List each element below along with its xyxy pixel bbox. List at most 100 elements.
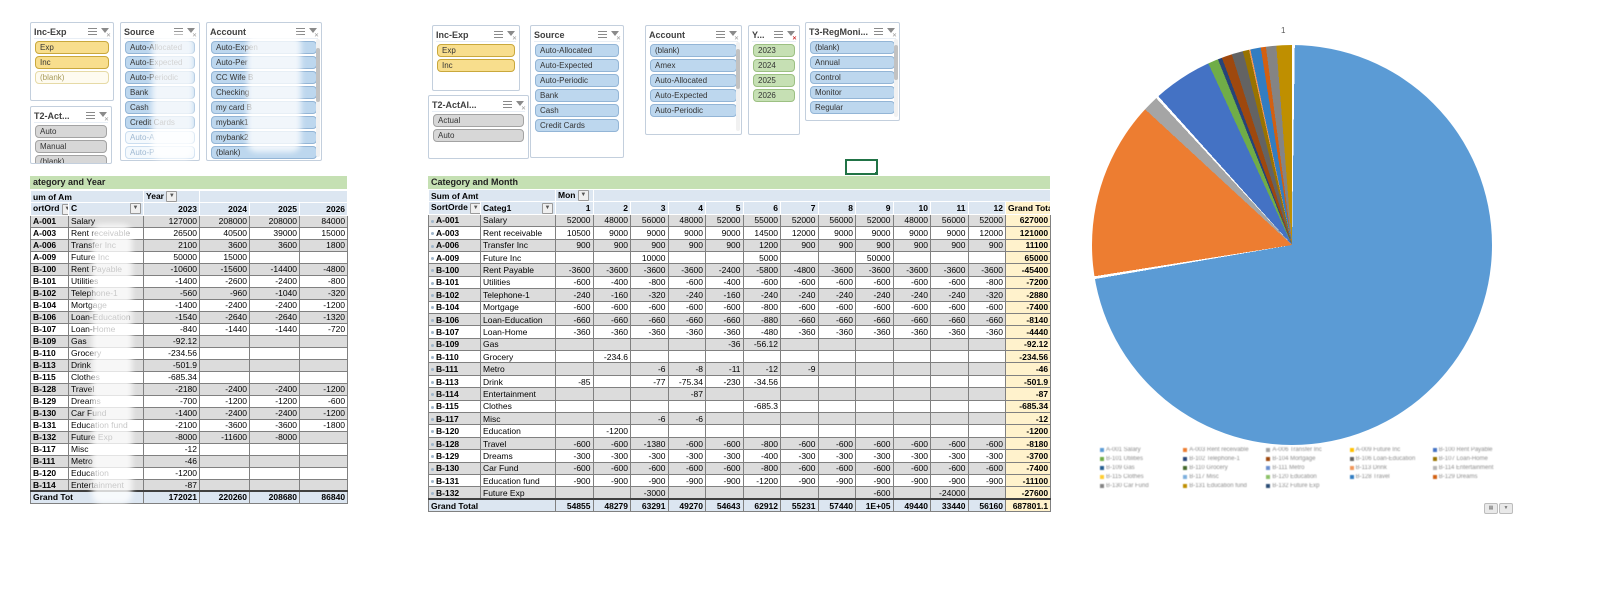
grand-total-value[interactable]: 49270 <box>667 498 707 513</box>
legend-item[interactable]: B-128 Travel <box>1349 474 1427 480</box>
value-cell[interactable]: -400 <box>742 449 782 463</box>
value-cell[interactable]: -240 <box>555 288 594 302</box>
value-cell[interactable] <box>855 412 894 426</box>
value-cell[interactable]: -685.34 <box>143 370 201 384</box>
value-cell[interactable]: 52000 <box>967 213 1007 228</box>
value-cell[interactable]: -800 <box>742 436 782 451</box>
value-cell[interactable] <box>249 442 301 456</box>
grand-total-cell[interactable]: -87 <box>1005 387 1052 401</box>
value-cell[interactable]: 52000 <box>705 213 744 228</box>
expand-icon[interactable] <box>431 380 434 384</box>
value-cell[interactable] <box>667 486 707 500</box>
value-cell[interactable]: -1200 <box>299 382 349 396</box>
value-cell[interactable]: -300 <box>892 449 932 463</box>
value-cell[interactable] <box>249 250 301 264</box>
value-cell[interactable] <box>299 442 349 456</box>
row-category[interactable]: Clothes <box>67 370 145 384</box>
grand-total-value[interactable]: 49440 <box>892 498 932 513</box>
value-cell[interactable]: 208000 <box>199 214 251 228</box>
grand-total-grand[interactable]: 687801.1 <box>1005 498 1052 513</box>
value-cell[interactable]: 900 <box>967 238 1007 252</box>
value-cell[interactable]: 900 <box>817 238 857 252</box>
value-cell[interactable]: -240 <box>930 288 969 302</box>
value-cell[interactable]: 10000 <box>630 250 669 265</box>
value-cell[interactable]: -2180 <box>143 382 201 396</box>
value-cell[interactable] <box>667 337 707 352</box>
value-cell[interactable]: -12 <box>742 362 782 376</box>
row-category[interactable]: Future Inc <box>479 250 557 265</box>
value-cell[interactable]: -3600 <box>817 263 857 277</box>
value-cell[interactable]: -4800 <box>299 262 349 276</box>
value-cell[interactable]: -900 <box>780 473 819 488</box>
value-cell[interactable] <box>817 350 857 364</box>
row-category[interactable]: Education fund <box>67 418 145 432</box>
slicer-item[interactable]: Auto-Expected <box>125 56 195 69</box>
column-header[interactable]: 2026 <box>299 202 349 216</box>
row-code[interactable]: B-101 <box>428 275 481 290</box>
slicer-item[interactable]: Auto-Expen <box>211 41 317 54</box>
slicer-item[interactable]: (blank) <box>35 155 107 163</box>
value-cell[interactable]: 900 <box>780 238 819 252</box>
value-cell[interactable] <box>299 358 349 372</box>
legend-item[interactable]: B-104 Mortgage <box>1266 456 1343 462</box>
value-cell[interactable] <box>930 412 969 426</box>
value-cell[interactable]: 3600 <box>249 238 301 252</box>
value-cell[interactable]: -600 <box>817 300 857 314</box>
row-category[interactable]: Loan-Education <box>67 310 145 324</box>
value-cell[interactable] <box>199 370 251 384</box>
value-cell[interactable]: -800 <box>967 275 1007 290</box>
value-cell[interactable]: -360 <box>555 325 594 339</box>
field-dropdown-icon[interactable]: ▼ <box>130 203 142 214</box>
row-field-1[interactable]: SortOrde ▼ <box>428 201 481 215</box>
expand-icon[interactable] <box>431 442 434 446</box>
row-code[interactable]: B-131 <box>428 473 481 488</box>
slicer-item[interactable]: Auto-Periodic <box>535 74 619 87</box>
value-cell[interactable]: -1400 <box>143 298 201 312</box>
value-cell[interactable] <box>705 412 744 426</box>
cell[interactable] <box>592 188 1052 203</box>
value-cell[interactable]: 1200 <box>742 238 782 252</box>
row-code[interactable]: B-115 <box>30 370 69 384</box>
row-code[interactable]: A-003 <box>428 226 481 240</box>
row-category[interactable]: Dreams <box>67 394 145 408</box>
column-header[interactable]: 9 <box>855 201 894 215</box>
legend-item[interactable]: B-130 Car Fund <box>1100 483 1177 489</box>
row-code[interactable]: B-111 <box>30 454 69 468</box>
value-cell[interactable] <box>892 399 932 414</box>
row-category[interactable]: Clothes <box>479 399 557 414</box>
field-dropdown-icon[interactable]: ▼ <box>542 202 554 214</box>
grand-total-value[interactable]: 220260 <box>199 490 251 504</box>
value-cell[interactable]: -2400 <box>249 382 301 396</box>
slicer-item[interactable]: Bank <box>535 89 619 102</box>
value-cell[interactable] <box>817 387 857 401</box>
value-cell[interactable] <box>930 374 969 389</box>
column-header[interactable]: 1 <box>555 201 594 215</box>
grand-total-cell[interactable]: -7400 <box>1005 300 1052 314</box>
value-cell[interactable]: -600 <box>742 275 782 290</box>
value-cell[interactable]: -720 <box>299 322 349 336</box>
value-cell[interactable]: -900 <box>817 473 857 488</box>
expand-icon[interactable] <box>431 430 434 434</box>
value-cell[interactable]: -600 <box>592 300 632 314</box>
slicer-item[interactable]: Regular <box>810 101 895 114</box>
row-category[interactable]: Rent receivable <box>479 226 557 240</box>
value-cell[interactable]: -600 <box>555 461 594 476</box>
value-cell[interactable] <box>967 387 1007 401</box>
value-cell[interactable]: -240 <box>742 288 782 302</box>
value-cell[interactable]: 50000 <box>855 250 894 265</box>
row-code[interactable]: B-130 <box>30 406 69 420</box>
value-cell[interactable]: 900 <box>705 238 744 252</box>
row-code[interactable]: B-115 <box>428 399 481 414</box>
row-code[interactable]: B-100 <box>428 263 481 277</box>
grand-total-cell[interactable]: 121000 <box>1005 226 1052 240</box>
row-category[interactable]: Utilities <box>67 274 145 288</box>
value-cell[interactable]: -600 <box>892 300 932 314</box>
chart-button-1[interactable]: ▦ <box>1484 503 1498 514</box>
value-cell[interactable]: -2640 <box>249 310 301 324</box>
slicer-item[interactable]: 2026 <box>753 89 795 102</box>
value-cell[interactable]: 12000 <box>967 226 1007 240</box>
value-cell[interactable]: -8 <box>667 362 707 376</box>
value-cell[interactable]: -5800 <box>742 263 782 277</box>
row-code[interactable]: A-006 <box>428 238 481 252</box>
value-cell[interactable] <box>592 412 632 426</box>
